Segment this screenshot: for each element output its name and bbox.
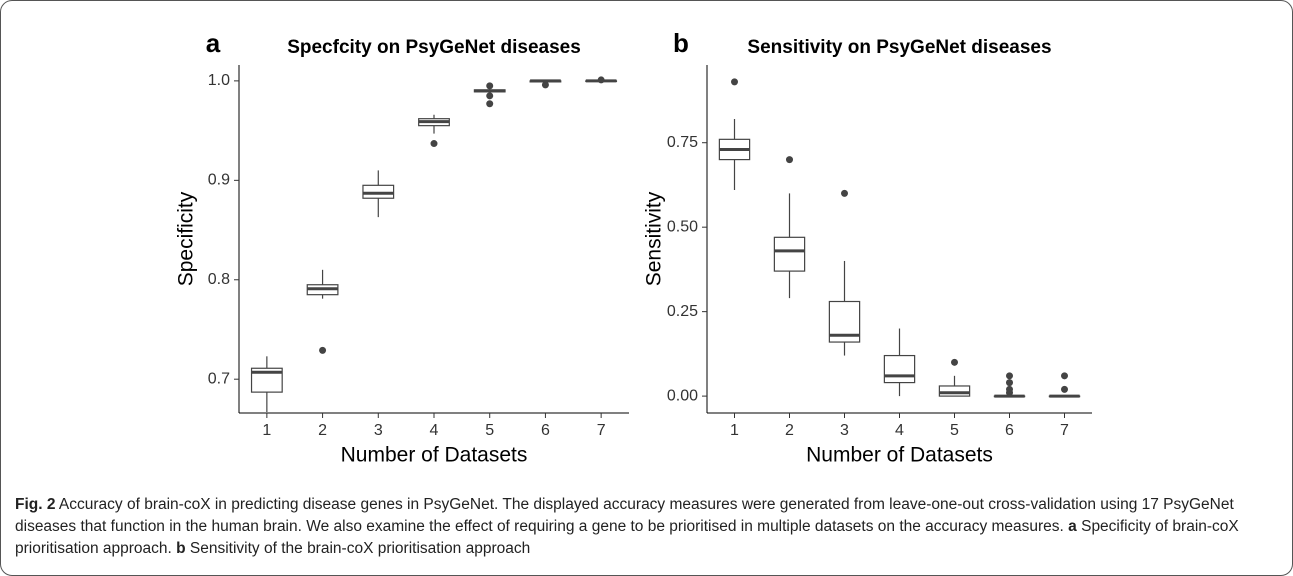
box [883, 354, 916, 384]
caption-text: Specificity of brain-coX prioritisation … [15, 518, 1239, 557]
outlier [841, 189, 848, 197]
outlier [486, 100, 494, 108]
y-tick-label: 0.50 [667, 218, 698, 235]
box [773, 236, 806, 272]
chart-title: Specfcity on PsyGeNet diseases [287, 37, 581, 58]
caption: Fig. 2 Accuracy of brain-coX in predicti… [15, 494, 1277, 560]
outlier [786, 156, 793, 164]
box [938, 385, 971, 397]
charts: a Specfcity on PsyGeNet diseases 0.7 0.8 0.9… [175, 28, 1092, 467]
outlier [541, 81, 549, 89]
outlier [1006, 379, 1013, 387]
panel-label: a [206, 28, 221, 58]
box [250, 367, 283, 393]
outlier [1061, 385, 1068, 393]
caption-part: b [176, 540, 186, 557]
caption-text: Sensitivity of the brain-coX prioritisat… [185, 540, 531, 557]
x-tick-label: 2 [785, 422, 794, 439]
y-tick-label: 0.7 [208, 370, 230, 387]
chart-title: Sensitivity on PsyGeNet diseases [747, 37, 1051, 58]
x-tick-label: 4 [895, 422, 904, 439]
y-tick-label: 0.8 [208, 271, 230, 288]
caption-label: Fig. 2 [15, 496, 56, 513]
x-tick-label: 4 [430, 422, 439, 439]
caption-text: Accuracy of brain-coX in predicting dise… [15, 496, 1234, 535]
x-tick-label: 7 [1060, 422, 1069, 439]
x-tick-label: 6 [541, 422, 550, 439]
x-axis-title: Number of Datasets [341, 444, 528, 467]
x-tick-label: 2 [318, 422, 327, 439]
outlier [951, 358, 958, 366]
y-axis-title: Specificity [175, 191, 198, 286]
x-tick-label: 7 [597, 422, 606, 439]
outlier [486, 92, 494, 100]
outlier [1061, 372, 1068, 380]
x-tick-label: 1 [262, 422, 271, 439]
x-tick-label: 6 [1005, 422, 1014, 439]
caption-part: a [1068, 518, 1077, 535]
y-tick-label: 1.0 [208, 72, 230, 89]
y-tick-label: 0.9 [208, 172, 230, 189]
x-tick-label: 3 [374, 422, 383, 439]
outlier [430, 140, 438, 148]
y-tick-label: 0.25 [667, 303, 698, 320]
outlier [486, 82, 494, 90]
y-tick-label: 0.00 [667, 387, 698, 404]
x-tick-label: 5 [950, 422, 959, 439]
x-tick-label: 3 [840, 422, 849, 439]
x-tick-label: 5 [485, 422, 494, 439]
outlier [597, 76, 605, 84]
outlier [731, 78, 738, 86]
y-axis-title: Sensitivity [643, 191, 666, 286]
outlier [1006, 389, 1013, 397]
outlier [1006, 372, 1013, 380]
outlier [319, 346, 327, 354]
x-tick-label: 1 [730, 422, 739, 439]
panel-label: b [673, 28, 689, 58]
y-tick-label: 0.75 [667, 134, 698, 151]
x-axis-title: Number of Datasets [806, 444, 993, 467]
